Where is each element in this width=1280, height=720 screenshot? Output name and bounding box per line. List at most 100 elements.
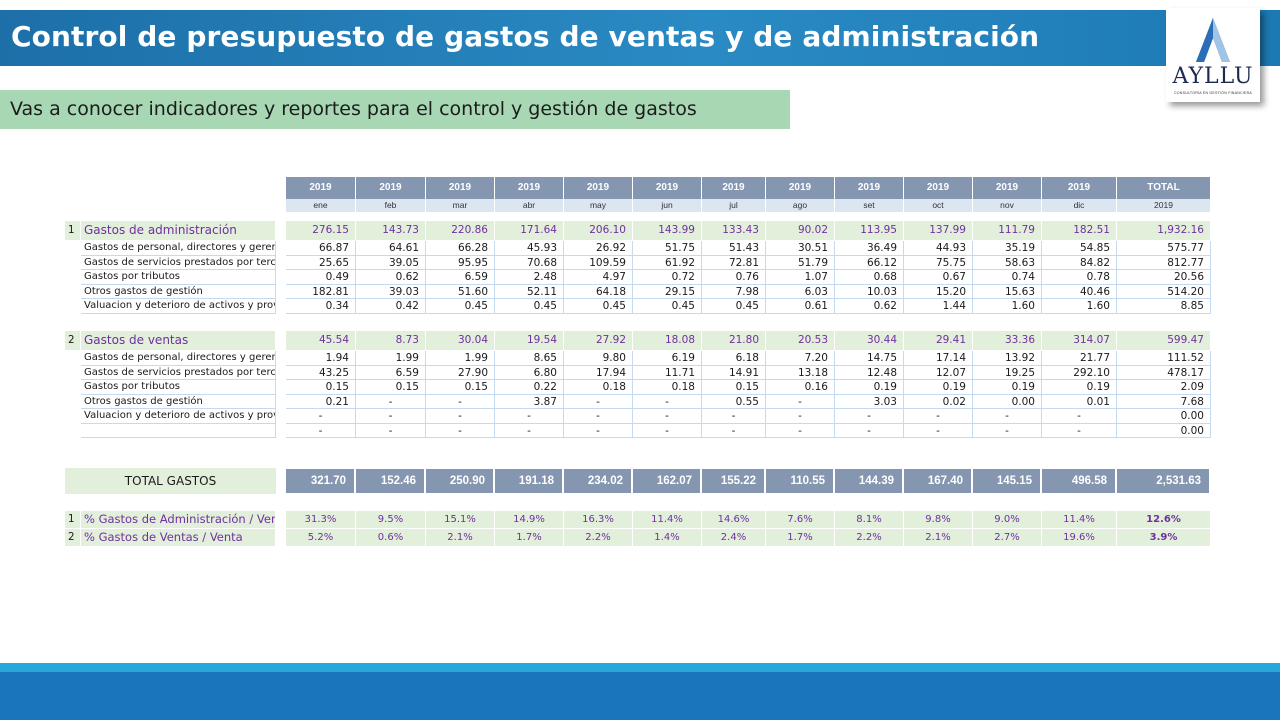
row-value-cell: 0.45 — [426, 299, 495, 314]
header-month-cell: feb — [356, 199, 426, 212]
row-value-cell: 478.17 — [1117, 365, 1211, 380]
ratio-value-cell: 3.9% — [1117, 529, 1210, 546]
ratio-number: 1 — [65, 511, 80, 528]
row-value-cell: 6.80 — [495, 365, 564, 380]
row-value-cell: 1.07 — [766, 270, 835, 285]
row-value-cell: 0.62 — [835, 299, 904, 314]
row-label: Otros gastos de gestión — [81, 394, 276, 409]
section-number: 2 — [65, 331, 80, 350]
section-value-cell: 19.54 — [495, 331, 563, 350]
row-value-cell: 25.65 — [286, 255, 356, 270]
row-value-cell: 61.92 — [633, 255, 702, 270]
ratio-value-cell: 2.1% — [904, 529, 972, 546]
row-value-cell: 0.18 — [633, 380, 702, 395]
row-value-cell: - — [356, 409, 426, 424]
total-value-cell: 110.55 — [766, 469, 835, 493]
row-value-cell: - — [973, 409, 1042, 424]
total-label: TOTAL GASTOS — [65, 468, 276, 494]
section-value-cell: 30.04 — [426, 331, 494, 350]
row-value-cell: 13.92 — [973, 351, 1042, 366]
header-month-cell: ene — [286, 199, 356, 212]
section-label: Gastos de administración — [81, 221, 275, 240]
section-value-cell: 206.10 — [564, 221, 632, 240]
header-year-cell: 2019 — [633, 177, 702, 199]
section-value-cell: 133.43 — [702, 221, 765, 240]
row-value-cell: - — [286, 423, 356, 438]
row-value-cell: 0.01 — [1042, 394, 1117, 409]
header-year-cell: 2019 — [286, 177, 356, 199]
row-value-cell: - — [702, 423, 766, 438]
header-month-cell: dic — [1042, 199, 1117, 212]
row-value-cell: 39.03 — [356, 284, 426, 299]
row-label: Valuacion y deterioro de activos y provi… — [81, 299, 276, 314]
header-month-cell: ago — [766, 199, 835, 212]
section-value-cell: 137.99 — [904, 221, 972, 240]
page-title: Control de presupuesto de gastos de vent… — [11, 20, 1040, 53]
ratio-value-cell: 1.7% — [766, 529, 834, 546]
ratio-value-cell: 2.2% — [564, 529, 632, 546]
ratio-label: % Gastos de Administración / Venta — [81, 511, 275, 528]
section-value-cell: 30.44 — [835, 331, 903, 350]
row-value-cell: 14.75 — [835, 351, 904, 366]
section-value-cell: 90.02 — [766, 221, 834, 240]
row-value-cell: 39.05 — [356, 255, 426, 270]
section-value-cell: 599.47 — [1117, 331, 1210, 350]
header-month-cell: mar — [426, 199, 495, 212]
section-value-cell: 33.36 — [973, 331, 1041, 350]
row-value-cell: - — [633, 394, 702, 409]
row-value-cell: 64.18 — [564, 284, 633, 299]
section-value-cell: 314.07 — [1042, 331, 1116, 350]
row-value-cell: 51.60 — [426, 284, 495, 299]
section-value-cell: 113.95 — [835, 221, 903, 240]
section-value-cell: 18.08 — [633, 331, 701, 350]
row-value-cell: 2.09 — [1117, 380, 1211, 395]
row-value-cell: - — [1042, 423, 1117, 438]
ratio-value-cell: 19.6% — [1042, 529, 1116, 546]
section-number: 1 — [65, 221, 80, 240]
ratio-value-cell: 12.6% — [1117, 511, 1210, 528]
row-value-cell: 64.61 — [356, 241, 426, 256]
ratio-value-cell: 1.4% — [633, 529, 701, 546]
row-value-cell: 0.15 — [286, 380, 356, 395]
row-label: Otros gastos de gestión — [81, 284, 276, 299]
footer-bar — [0, 672, 1280, 720]
header-year-cell: 2019 — [564, 177, 633, 199]
ratio-value-cell: 1.7% — [495, 529, 563, 546]
row-value-cell: 0.78 — [1042, 270, 1117, 285]
row-value-cell: 6.59 — [356, 365, 426, 380]
row-value-cell: 3.03 — [835, 394, 904, 409]
row-value-cell: 6.19 — [633, 351, 702, 366]
row-value-cell: 0.22 — [495, 380, 564, 395]
row-value-cell: - — [835, 409, 904, 424]
row-value-cell: 54.85 — [1042, 241, 1117, 256]
ratio-value-cell: 8.1% — [835, 511, 903, 528]
row-value-cell: 0.15 — [702, 380, 766, 395]
row-value-cell: 1.94 — [286, 351, 356, 366]
header-month-cell: abr — [495, 199, 564, 212]
header-month-cell: 2019 — [1117, 199, 1211, 212]
row-value-cell: - — [702, 409, 766, 424]
row-label: Gastos de servicios prestados por tercer… — [81, 255, 276, 270]
total-value-cell: 152.46 — [356, 469, 426, 493]
ratio-value-cell: 15.1% — [426, 511, 494, 528]
row-value-cell: - — [426, 394, 495, 409]
row-value-cell: 0.02 — [904, 394, 973, 409]
row-value-cell: 0.00 — [973, 394, 1042, 409]
row-label — [81, 423, 276, 438]
section-value-cell: 1,932.16 — [1117, 221, 1210, 240]
ratio-value-cell: 9.5% — [356, 511, 425, 528]
total-value-cell: 167.40 — [904, 469, 973, 493]
row-value-cell: 6.03 — [766, 284, 835, 299]
row-value-cell: 15.63 — [973, 284, 1042, 299]
title-bar: Control de presupuesto de gastos de vent… — [0, 10, 1280, 66]
row-value-cell: 21.77 — [1042, 351, 1117, 366]
row-value-cell: - — [904, 409, 973, 424]
ratio-value-cell: 2.2% — [835, 529, 903, 546]
row-value-cell: 4.97 — [564, 270, 633, 285]
ratio-value-cell: 14.6% — [702, 511, 765, 528]
row-value-cell: 15.20 — [904, 284, 973, 299]
row-value-cell: 29.15 — [633, 284, 702, 299]
section-value-cell: 220.86 — [426, 221, 494, 240]
row-value-cell: - — [766, 423, 835, 438]
row-value-cell: 0.45 — [633, 299, 702, 314]
